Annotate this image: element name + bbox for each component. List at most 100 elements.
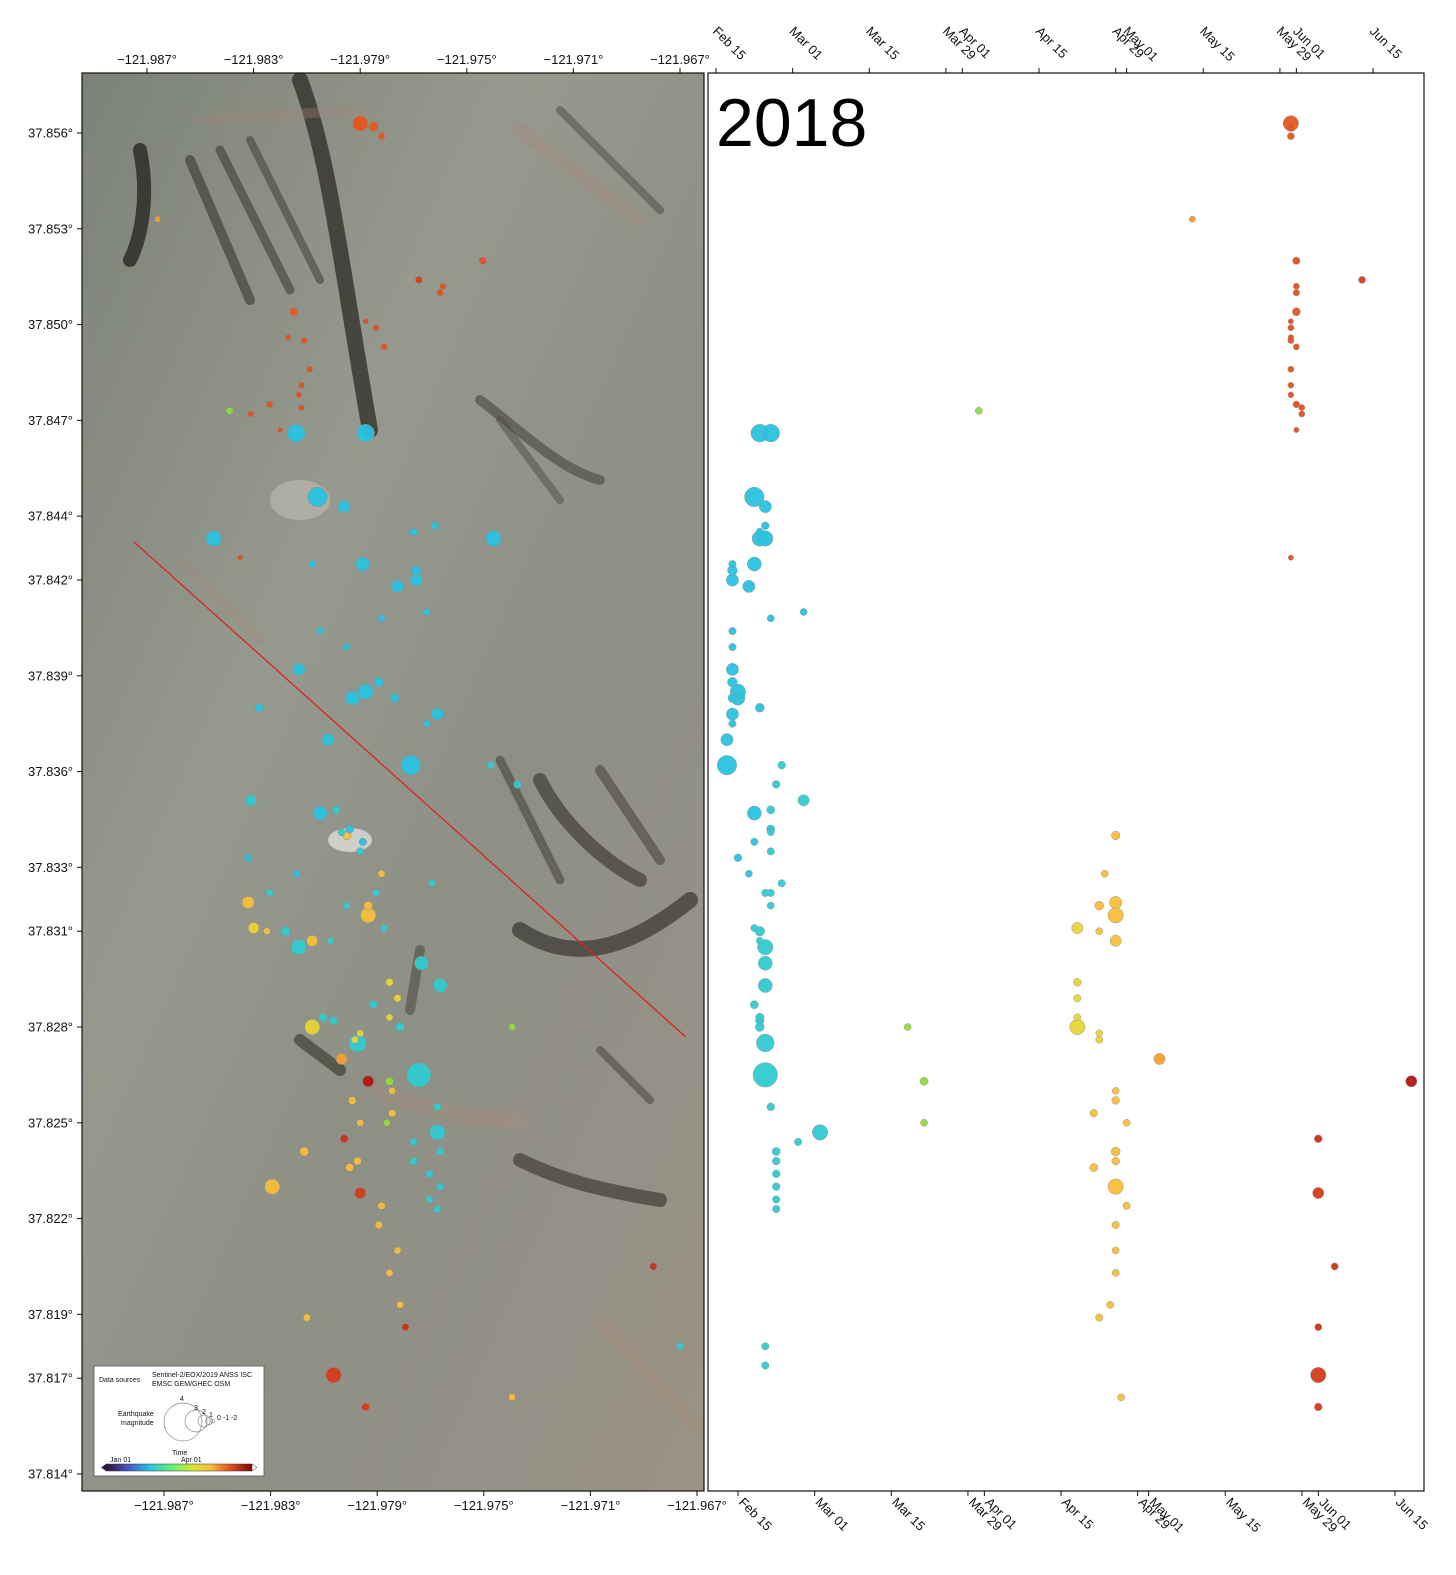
time-event-marker (1287, 391, 1295, 399)
time-event-marker (752, 1062, 778, 1088)
legend-data-sources-line-1: Sentinel-2/EOX/2019 ANSS ISC (152, 1372, 252, 1379)
time-event-marker (757, 955, 773, 971)
time-event-marker (1292, 256, 1301, 265)
map-event-marker (513, 780, 522, 789)
map-frame (81, 72, 705, 1492)
lat-tick-label: 37.817° (28, 1371, 73, 1386)
legend-box: Data sources Sentinel-2/EOX/2019 ANSS IS… (93, 1365, 265, 1477)
time-event-marker (747, 556, 762, 572)
time-event-marker (1071, 922, 1084, 934)
map-event-marker (351, 1035, 359, 1044)
time-event-marker (755, 936, 764, 945)
map-event-marker (356, 1029, 365, 1038)
time-event-marker (747, 805, 762, 821)
map-event-marker (431, 707, 444, 721)
time-events (716, 115, 1418, 1412)
map-event-marker (265, 888, 274, 897)
time-event-marker (1073, 1013, 1082, 1022)
time-event-marker (1314, 1323, 1323, 1331)
lat-tick-label: 37.833° (28, 860, 73, 875)
map-event-marker (393, 1246, 402, 1255)
time-event-marker (1298, 404, 1306, 411)
fault-line (133, 541, 686, 1038)
lat-tick-label: 37.839° (28, 668, 73, 683)
legend-mag-2: 2 (202, 1409, 206, 1416)
map-event-marker (290, 939, 307, 956)
time-event-marker (1111, 1246, 1120, 1255)
map-event-marker (264, 1178, 281, 1195)
time-event-marker (1405, 1075, 1418, 1088)
map-event-marker (325, 1367, 342, 1384)
time-event-marker (761, 424, 780, 443)
lon-tick-label-bottom: −121.983° (241, 1498, 301, 1513)
map-event-marker (289, 307, 298, 317)
lat-tick-label: 37.822° (28, 1211, 73, 1226)
map-event-marker (342, 643, 351, 652)
map-event-marker (390, 693, 400, 703)
lat-tick-label: 37.850° (28, 317, 73, 332)
legend-magnitude-label-1: Earthquake (118, 1411, 154, 1418)
time-event-marker (766, 614, 775, 623)
map-event-marker (508, 1393, 516, 1402)
map-event-marker (433, 1102, 442, 1111)
time-event-marker (726, 662, 739, 676)
time-event-marker (750, 837, 759, 846)
legend-mag-minus-1: -1 (223, 1415, 229, 1422)
lon-tick-label-bottom: −121.979° (347, 1498, 407, 1513)
time-event-marker (755, 527, 764, 537)
time-event-marker (1111, 1156, 1120, 1166)
time-event-marker (756, 1033, 775, 1053)
map-event-marker (344, 690, 360, 706)
map-event-marker (292, 662, 306, 676)
legend-data-sources-line-2: EMSC GEM/GHEC OSM (152, 1381, 230, 1388)
time-event-marker (1089, 1109, 1098, 1118)
legend-mag-minus-2: -2 (231, 1415, 237, 1422)
map-event-marker (345, 1163, 354, 1172)
map-event-marker (372, 888, 381, 897)
map-event-marker (425, 1169, 434, 1179)
time-event-marker (726, 707, 739, 721)
map-event-marker (385, 1076, 394, 1086)
time-event-marker (799, 608, 808, 616)
time-event-marker (1073, 978, 1082, 987)
time-event-marker (728, 643, 737, 652)
map-event-marker (244, 853, 253, 862)
time-event-marker (1287, 554, 1294, 561)
map-event-marker (340, 1134, 349, 1143)
map-event-marker (369, 1000, 378, 1009)
legend-mag-1: 1 (209, 1412, 213, 1419)
time-event-marker (728, 719, 737, 728)
time-event-marker (772, 1195, 781, 1204)
time-event-marker (1109, 896, 1123, 909)
time-event-marker (772, 780, 781, 789)
time-tick-label-top: Jun 15 (1367, 24, 1405, 62)
map-event-marker (287, 424, 306, 443)
time-event-marker (755, 1012, 765, 1022)
time-tick-label-top: Mar 15 (863, 24, 902, 63)
time-event-marker (1292, 400, 1300, 409)
map-event-marker (353, 1156, 362, 1166)
map-event-marker (400, 755, 421, 776)
time-event-marker (727, 693, 738, 703)
map-event-marker (380, 343, 388, 351)
time-event-marker (1111, 1220, 1120, 1229)
legend-colorbar-right-arrow (251, 1463, 258, 1472)
time-event-marker (919, 1076, 929, 1086)
time-event-marker (1312, 1187, 1325, 1199)
time-event-marker (1069, 1019, 1086, 1035)
map-event-marker (508, 1023, 516, 1031)
time-event-marker (1111, 1087, 1120, 1095)
lon-tick-label-top: −121.987° (117, 52, 177, 67)
map-event-marker (485, 530, 502, 547)
map-event-marker (362, 318, 369, 325)
time-event-marker (1285, 121, 1297, 132)
map-event-marker (415, 276, 423, 284)
time-event-marker (1117, 1393, 1125, 1402)
map-event-marker (377, 614, 386, 623)
time-event-marker (766, 847, 775, 856)
lon-tick-label-top: −121.979° (330, 52, 390, 67)
map-event-marker (263, 927, 271, 936)
time-tick-label-bottom: Apr 15 (1059, 1495, 1097, 1533)
map-event-marker (388, 1109, 397, 1118)
